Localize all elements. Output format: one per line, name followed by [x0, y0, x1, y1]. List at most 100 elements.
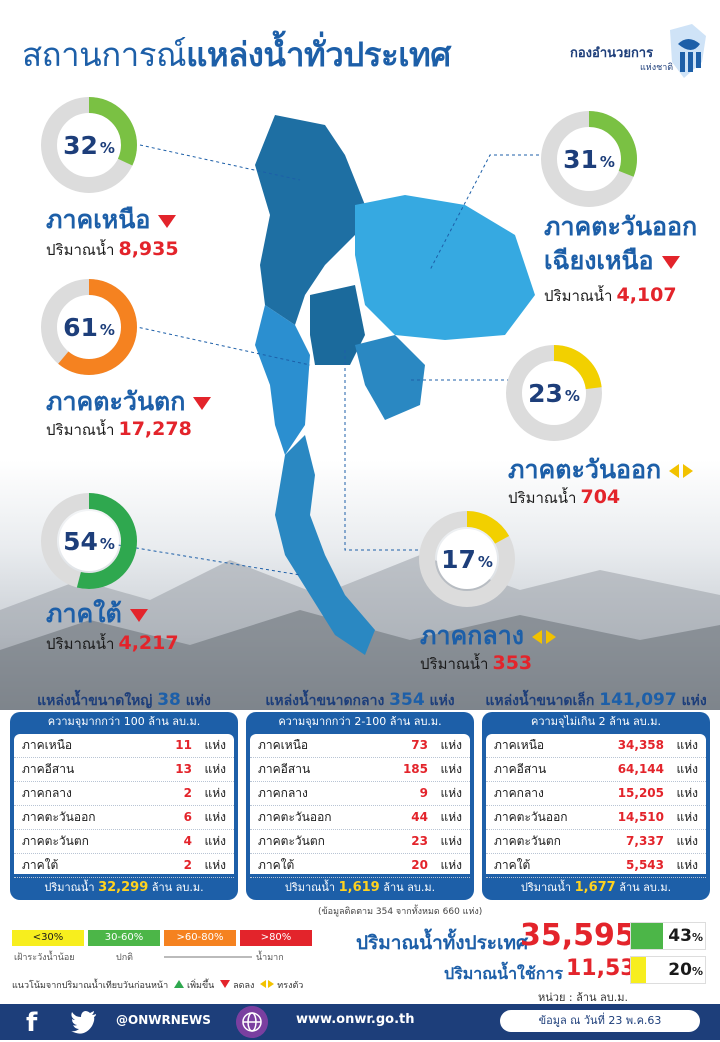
table-body: ภาคเหนือ 73 แห่ง ภาคอีสาน 185 แห่ง ภาคกลาง 9 แ…	[250, 734, 470, 878]
usable-percent-bar: 20%	[630, 956, 706, 984]
table-row: ภาคกลาง 15,205 แห่ง	[486, 782, 706, 806]
trend-down-icon	[193, 396, 212, 410]
table-row: ภาคอีสาน 64,144 แห่ง	[486, 758, 706, 782]
title-part2: แหล่งน้ำทั่วประเทศ	[186, 35, 451, 74]
volume-central: ปริมาณน้ำ 353	[420, 652, 533, 674]
table-subtitle: ความจุมากกว่า 2-100 ล้าน ลบ.ม.	[278, 715, 442, 728]
donut-ring-west	[41, 279, 137, 375]
donut-north: 32%	[40, 96, 138, 194]
globe-icon[interactable]	[236, 1006, 268, 1038]
usable-percent-fill	[631, 957, 646, 983]
table-title-large: แหล่งน้ำขนาดใหญ่ 38 แห่ง	[37, 690, 211, 710]
table-title-medium: แหล่งน้ำขนาดกลาง 354 แห่ง	[265, 690, 455, 710]
legend-low-label: เฝ้าระวังน้ำน้อย	[14, 953, 75, 963]
table-row: ภาคกลาง 2 แห่ง	[14, 782, 234, 806]
volume-north: ปริมาณน้ำ 8,935	[46, 238, 179, 260]
donut-percent-east: 23%	[528, 378, 580, 408]
donut-percent-central: 17%	[441, 544, 493, 574]
table-large: ความจุมากกว่า 100 ล้าน ลบ.ม. ภาคเหนือ 11 แ…	[10, 712, 238, 900]
volume-south: ปริมาณน้ำ 4,217	[46, 632, 179, 654]
logo-subtext: แห่งชาติ	[640, 63, 674, 73]
trend-stable-icon	[260, 980, 275, 988]
table-row: ภาคใต้ 20 แห่ง	[250, 854, 470, 878]
table-row: ภาคใต้ 5,543 แห่ง	[486, 854, 706, 878]
trend-stable-icon	[669, 464, 694, 478]
website-link[interactable]: www.onwr.go.th	[296, 1012, 415, 1027]
donut-west: 61%	[40, 278, 138, 376]
trend-stable-icon	[531, 630, 556, 644]
table-row: ภาคตะวันตก 7,337 แห่ง	[486, 830, 706, 854]
table-row: ภาคใต้ 2 แห่ง	[14, 854, 234, 878]
legend-low: <30%	[12, 930, 84, 946]
table-medium: ความจุมากกว่า 2-100 ล้าน ลบ.ม. ภาคเหนือ 7…	[246, 712, 474, 900]
legend-high: >60-80%	[164, 930, 236, 946]
table-body: ภาคเหนือ 34,358 แห่ง ภาคอีสาน 64,144 แห่ง ภา…	[486, 734, 706, 878]
table-row: ภาคตะวันตก 4 แห่ง	[14, 830, 234, 854]
region-name-northeast-line1: ภาคตะวันออก	[544, 212, 698, 241]
table-row: ภาคตะวันตก 23 แห่ง	[250, 830, 470, 854]
twitter-icon[interactable]	[70, 1010, 98, 1034]
table-subtitle: ความจุไม่เกิน 2 ล้าน ลบ.ม.	[530, 715, 662, 728]
logo: กองอำนวยการ แห่งชาติ	[570, 18, 710, 88]
table-footer: ปริมาณน้ำ 1,619 ล้าน ลบ.ม.	[284, 880, 436, 895]
total-value: 35,595	[520, 918, 636, 953]
donut-percent-south: 54%	[63, 526, 115, 556]
table-small: ความจุไม่เกิน 2 ล้าน ลบ.ม. ภาคเหนือ 34,35…	[482, 712, 710, 900]
trend-legend: แนวโน้มจากปริมาณน้ำเทียบวันก่อนหน้า เพิ่…	[12, 980, 304, 991]
donut-east: 23%	[505, 344, 603, 442]
table-footer: ปริมาณน้ำ 32,299 ล้าน ลบ.ม.	[44, 880, 204, 895]
region-name-east: ภาคตะวันออก	[508, 450, 694, 490]
donut-ring-east	[506, 345, 602, 441]
unit-label: หน่วย : ล้าน ลบ.ม.	[538, 991, 628, 1004]
trend-down-icon	[158, 214, 177, 228]
table-footer: ปริมาณน้ำ 1,677 ล้าน ลบ.ม.	[520, 880, 672, 895]
map-central	[310, 285, 365, 365]
legend-normal: 30-60%	[88, 930, 160, 946]
total-percent: 43%	[668, 926, 703, 946]
region-name-northeast-line2: เฉียงเหนือ	[544, 244, 697, 278]
donut-percent-north: 32%	[63, 130, 115, 160]
social-handle[interactable]: @ONWRNEWS	[116, 1013, 211, 1027]
data-date: ข้อมูล ณ วันที่ 23 พ.ค.63	[500, 1010, 700, 1032]
region-name-west: ภาคตะวันตก	[46, 382, 212, 422]
donut-percent-west: 61%	[63, 312, 115, 342]
table-row: ภาคเหนือ 11 แห่ง	[14, 734, 234, 758]
table-note: (ข้อมูลติดตาม 354 จากทั้งหมด 660 แห่ง)	[318, 907, 483, 917]
table-subtitle: ความจุมากกว่า 100 ล้าน ลบ.ม.	[47, 715, 201, 728]
donut-percent-northeast: 31%	[563, 144, 615, 174]
facebook-icon[interactable]: f	[26, 1008, 38, 1038]
map-west	[255, 305, 310, 455]
legend-very-high: >80%	[240, 930, 312, 946]
logo-mark-icon	[670, 24, 706, 78]
donut-central: 17%	[418, 510, 516, 608]
trend-down-icon	[129, 608, 148, 622]
map-south	[275, 435, 375, 655]
table-row: ภาคอีสาน 13 แห่ง	[14, 758, 234, 782]
volume-west: ปริมาณน้ำ 17,278	[46, 418, 192, 440]
legend-normal-label: ปกติ	[116, 953, 134, 963]
trend-up-icon	[174, 980, 185, 988]
donut-south: 54%	[40, 492, 138, 590]
region-name-south: ภาคใต้	[46, 594, 148, 634]
table-row: ภาคเหนือ 73 แห่ง	[250, 734, 470, 758]
table-row: ภาคเหนือ 34,358 แห่ง	[486, 734, 706, 758]
title-part1: สถานการณ์	[22, 35, 187, 74]
total-percent-bar: 43%	[630, 922, 706, 950]
trend-down-icon	[220, 980, 231, 988]
legend-high-label: น้ำมาก	[256, 953, 284, 963]
total-percent-fill	[631, 923, 663, 949]
region-name-north: ภาคเหนือ	[46, 200, 177, 240]
map-east	[355, 335, 425, 420]
table-row: ภาคตะวันออก 6 แห่ง	[14, 806, 234, 830]
page-title: สถานการณ์แหล่งน้ำทั่วประเทศ	[22, 28, 451, 81]
donut-ring-northeast	[541, 111, 637, 207]
donut-ring-north	[41, 97, 137, 193]
table-row: ภาคกลาง 9 แห่ง	[250, 782, 470, 806]
table-title-small: แหล่งน้ำขนาดเล็ก 141,097 แห่ง	[485, 690, 707, 710]
logo-text: กองอำนวยการ	[570, 46, 654, 61]
usable-label: ปริมาณน้ำใช้การ	[444, 964, 563, 983]
total-label: ปริมาณน้ำทั้งประเทศ	[356, 932, 529, 954]
volume-east: ปริมาณน้ำ 704	[508, 486, 621, 508]
table-body: ภาคเหนือ 11 แห่ง ภาคอีสาน 13 แห่ง ภาคกลาง 2 แห…	[14, 734, 234, 878]
table-row: ภาคตะวันออก 44 แห่ง	[250, 806, 470, 830]
